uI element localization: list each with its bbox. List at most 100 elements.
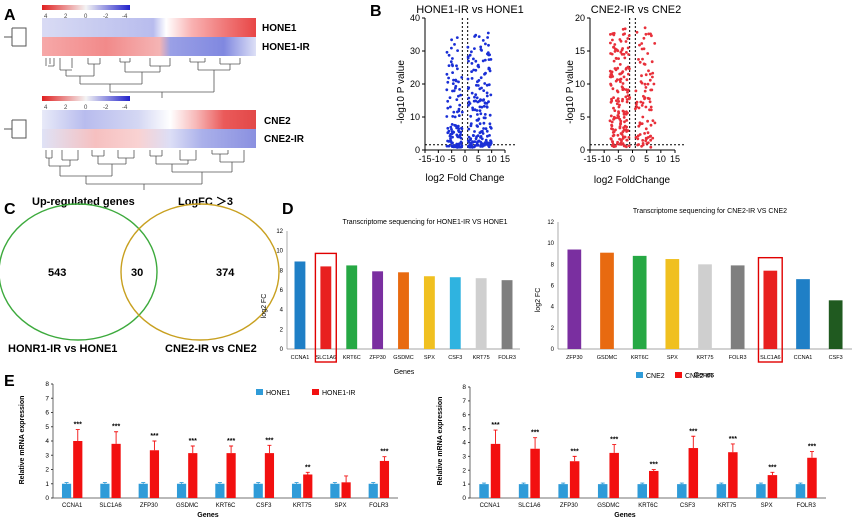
d-x-tick-label: CCNA1 — [291, 355, 310, 361]
volcano-point — [449, 105, 452, 109]
e-bar — [100, 483, 110, 498]
volcano-point — [616, 66, 620, 70]
volcano-1-title: HONE1-IR vs HONE1 — [416, 4, 524, 16]
volcano-point — [459, 93, 462, 97]
volcano-point — [454, 86, 457, 90]
volcano-point — [486, 134, 489, 138]
volcano-point — [623, 120, 626, 124]
d-y-tick-label: 6 — [280, 288, 284, 294]
volcano-y-tick-label: 10 — [575, 79, 585, 89]
volcano-point — [471, 106, 474, 110]
volcano-point — [460, 110, 464, 114]
volcano-point — [646, 119, 649, 123]
volcano-point — [646, 82, 650, 86]
volcano-point — [608, 119, 612, 123]
volcano-point — [637, 143, 640, 146]
e-bar — [558, 484, 568, 498]
heatmap-1-scale-tick: 0 — [84, 14, 88, 20]
volcano-point — [451, 130, 455, 134]
heatmap-2-row-1 — [42, 110, 256, 129]
volcano-point — [445, 144, 449, 148]
volcano-point — [609, 83, 613, 87]
volcano-point — [619, 39, 623, 43]
volcano-point — [617, 100, 621, 103]
volcano-point — [445, 88, 449, 92]
heatmap-2-scale-tick: 4 — [44, 105, 48, 111]
e-y-tick-label: 7 — [462, 398, 466, 405]
volcano-point — [447, 140, 451, 143]
volcano-point — [487, 145, 491, 149]
volcano-point — [644, 73, 648, 77]
e1-y-label: Relative mRNA expression — [19, 396, 26, 485]
d1-y-label: log2 FC — [261, 294, 268, 319]
e-error-bar — [190, 445, 195, 454]
d-x-tick-label: SPX — [424, 355, 435, 361]
volcano-point — [614, 116, 617, 120]
volcano-point — [478, 122, 482, 126]
e-x-tick-label: GSDMC — [597, 503, 620, 509]
e-bar — [767, 475, 778, 498]
volcano-point — [648, 108, 651, 112]
volcano-point — [466, 77, 470, 81]
volcano-point — [622, 112, 626, 116]
venn-right-only-count: 374 — [216, 267, 235, 279]
volcano-point — [634, 107, 637, 111]
heatmap-1-color-scale — [42, 5, 130, 10]
e-error-bar — [719, 482, 724, 485]
e-y-tick-label: 5 — [45, 424, 49, 431]
e-bar — [226, 453, 236, 498]
e-significance-marker: *** — [808, 444, 816, 451]
volcano-point — [609, 75, 613, 79]
volcano-point — [648, 100, 652, 104]
e-bar — [728, 452, 738, 498]
volcano-point — [619, 50, 623, 54]
e-error-bar — [770, 471, 775, 476]
volcano-point — [471, 134, 475, 137]
volcano-point — [482, 127, 485, 130]
volcano-point — [479, 112, 483, 116]
volcano-point — [458, 135, 462, 139]
d-bar — [632, 255, 647, 349]
volcano-point — [611, 127, 615, 131]
e-x-tick-label: SLC1A6 — [99, 503, 122, 509]
volcano-point — [627, 53, 630, 56]
volcano-point — [610, 70, 614, 74]
d-x-tick-label: KRT75 — [473, 355, 490, 361]
volcano-point — [611, 142, 615, 146]
volcano-point — [483, 101, 487, 105]
e-error-bar — [600, 482, 605, 485]
volcano-point — [467, 96, 471, 100]
volcano-point — [626, 37, 630, 40]
e2-legend-swatch-1 — [636, 372, 643, 378]
volcano-point — [483, 113, 487, 116]
volcano-point — [489, 126, 493, 130]
volcano-point — [470, 91, 474, 95]
e-error-bar — [758, 482, 763, 485]
e-bar — [597, 484, 608, 498]
e-bar — [253, 483, 263, 498]
volcano-point — [476, 100, 480, 104]
volcano-point — [449, 60, 453, 64]
volcano-point — [627, 136, 631, 139]
volcano-2-y-label: -log10 P value — [565, 60, 576, 124]
d-x-tick-label: ZFP30 — [369, 355, 386, 361]
e-bar — [149, 450, 160, 498]
volcano-point — [624, 112, 628, 116]
volcano-point — [455, 64, 458, 68]
d-bar — [665, 259, 680, 349]
volcano-y-tick-label: 15 — [575, 46, 585, 56]
volcano-point — [467, 86, 471, 89]
volcano-point — [638, 43, 641, 47]
volcano-point — [469, 114, 473, 118]
volcano-point — [616, 97, 620, 100]
volcano-x-tick-label: -5 — [614, 154, 622, 164]
volcano-point — [459, 130, 463, 134]
volcano-point — [627, 72, 630, 76]
e-y-tick-label: 1 — [45, 481, 49, 488]
e-bar — [291, 483, 302, 498]
d-bar — [698, 264, 712, 349]
e-significance-marker: *** — [689, 428, 697, 435]
volcano-point — [446, 106, 450, 110]
heatmap-2-scale-tick: 0 — [84, 105, 88, 111]
volcano-point — [451, 115, 455, 118]
